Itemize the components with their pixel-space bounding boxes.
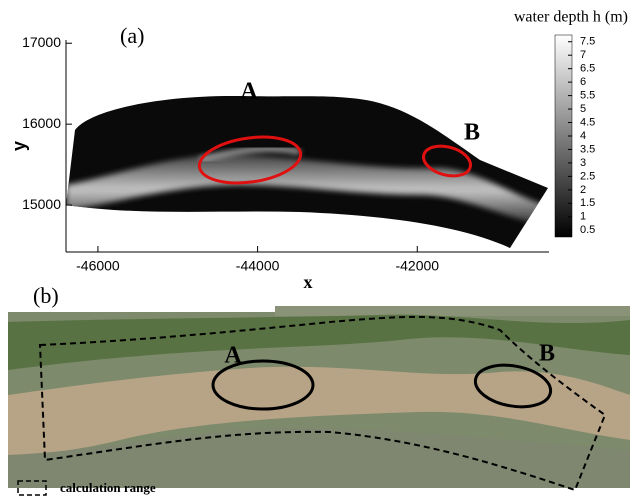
colorbar-tick-label: 0.5 <box>580 224 595 236</box>
colorbar-tick-label: 5 <box>580 103 586 115</box>
annotation: B <box>464 120 480 146</box>
x-axis-label: x <box>304 272 313 292</box>
x-tick-label: -46000 <box>76 258 120 274</box>
y-tick-label: 17000 <box>22 34 61 50</box>
depth-field <box>60 90 555 255</box>
colorbar-tick-label: 6.5 <box>580 63 595 75</box>
colorbar-tick-label: 1 <box>580 211 586 223</box>
colorbar-tick-label: 2 <box>580 184 586 196</box>
colorbar-tick-label: 1.5 <box>580 197 595 209</box>
colorbar-tick-label: 3.5 <box>580 143 595 155</box>
y-tick-label: 16000 <box>22 115 61 131</box>
colorbar-title: water depth h (m) <box>514 9 628 26</box>
y-tick-label: 15000 <box>22 196 61 212</box>
legend-label: calculation range <box>60 480 156 495</box>
colorbar-tick-label: 4 <box>580 130 586 142</box>
panel-label: (a) <box>120 23 144 48</box>
annotation: A <box>240 79 258 105</box>
colorbar-tick-label: 5.5 <box>580 90 595 102</box>
x-tick-label: -42000 <box>395 258 439 274</box>
colorbar-tick-label: 7 <box>580 49 586 61</box>
colorbar-tick-label: 6 <box>580 76 586 88</box>
annotation: B <box>539 341 555 367</box>
colorbar-tick-label: 4.5 <box>580 116 595 128</box>
colorbar-tick-label: 7.5 <box>580 36 595 48</box>
aerial-photo <box>8 306 630 495</box>
figure: (a) x y A B water depth h (m) (b) A B ca… <box>0 0 632 497</box>
x-tick-label: -44000 <box>236 258 280 274</box>
y-axis-label: y <box>9 141 29 151</box>
panel-label: (b) <box>33 283 59 308</box>
colorbar-tick-label: 3 <box>580 157 586 169</box>
colorbar-tick-label: 2.5 <box>580 170 595 182</box>
annotation: A <box>224 343 242 369</box>
